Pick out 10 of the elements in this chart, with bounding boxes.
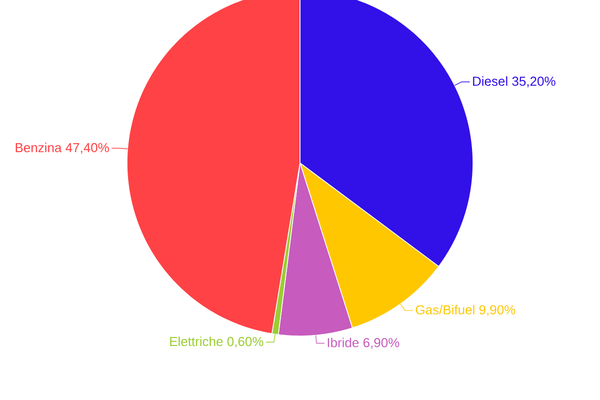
data-label: 35,20%: [512, 76, 556, 88]
data-label: 47,40%: [66, 143, 109, 154]
slice-label: Diesel: [473, 76, 508, 86]
slice-label: Ibride: [328, 338, 359, 348]
data-label: 0,60%: [227, 336, 264, 348]
data-label: 6,90%: [363, 338, 400, 349]
slice-label: Benzina: [16, 142, 62, 152]
data-label: 9,90%: [479, 305, 516, 316]
slice-label: Elettriche: [170, 336, 223, 346]
slice-label: Gas/Bifuel: [416, 304, 474, 314]
